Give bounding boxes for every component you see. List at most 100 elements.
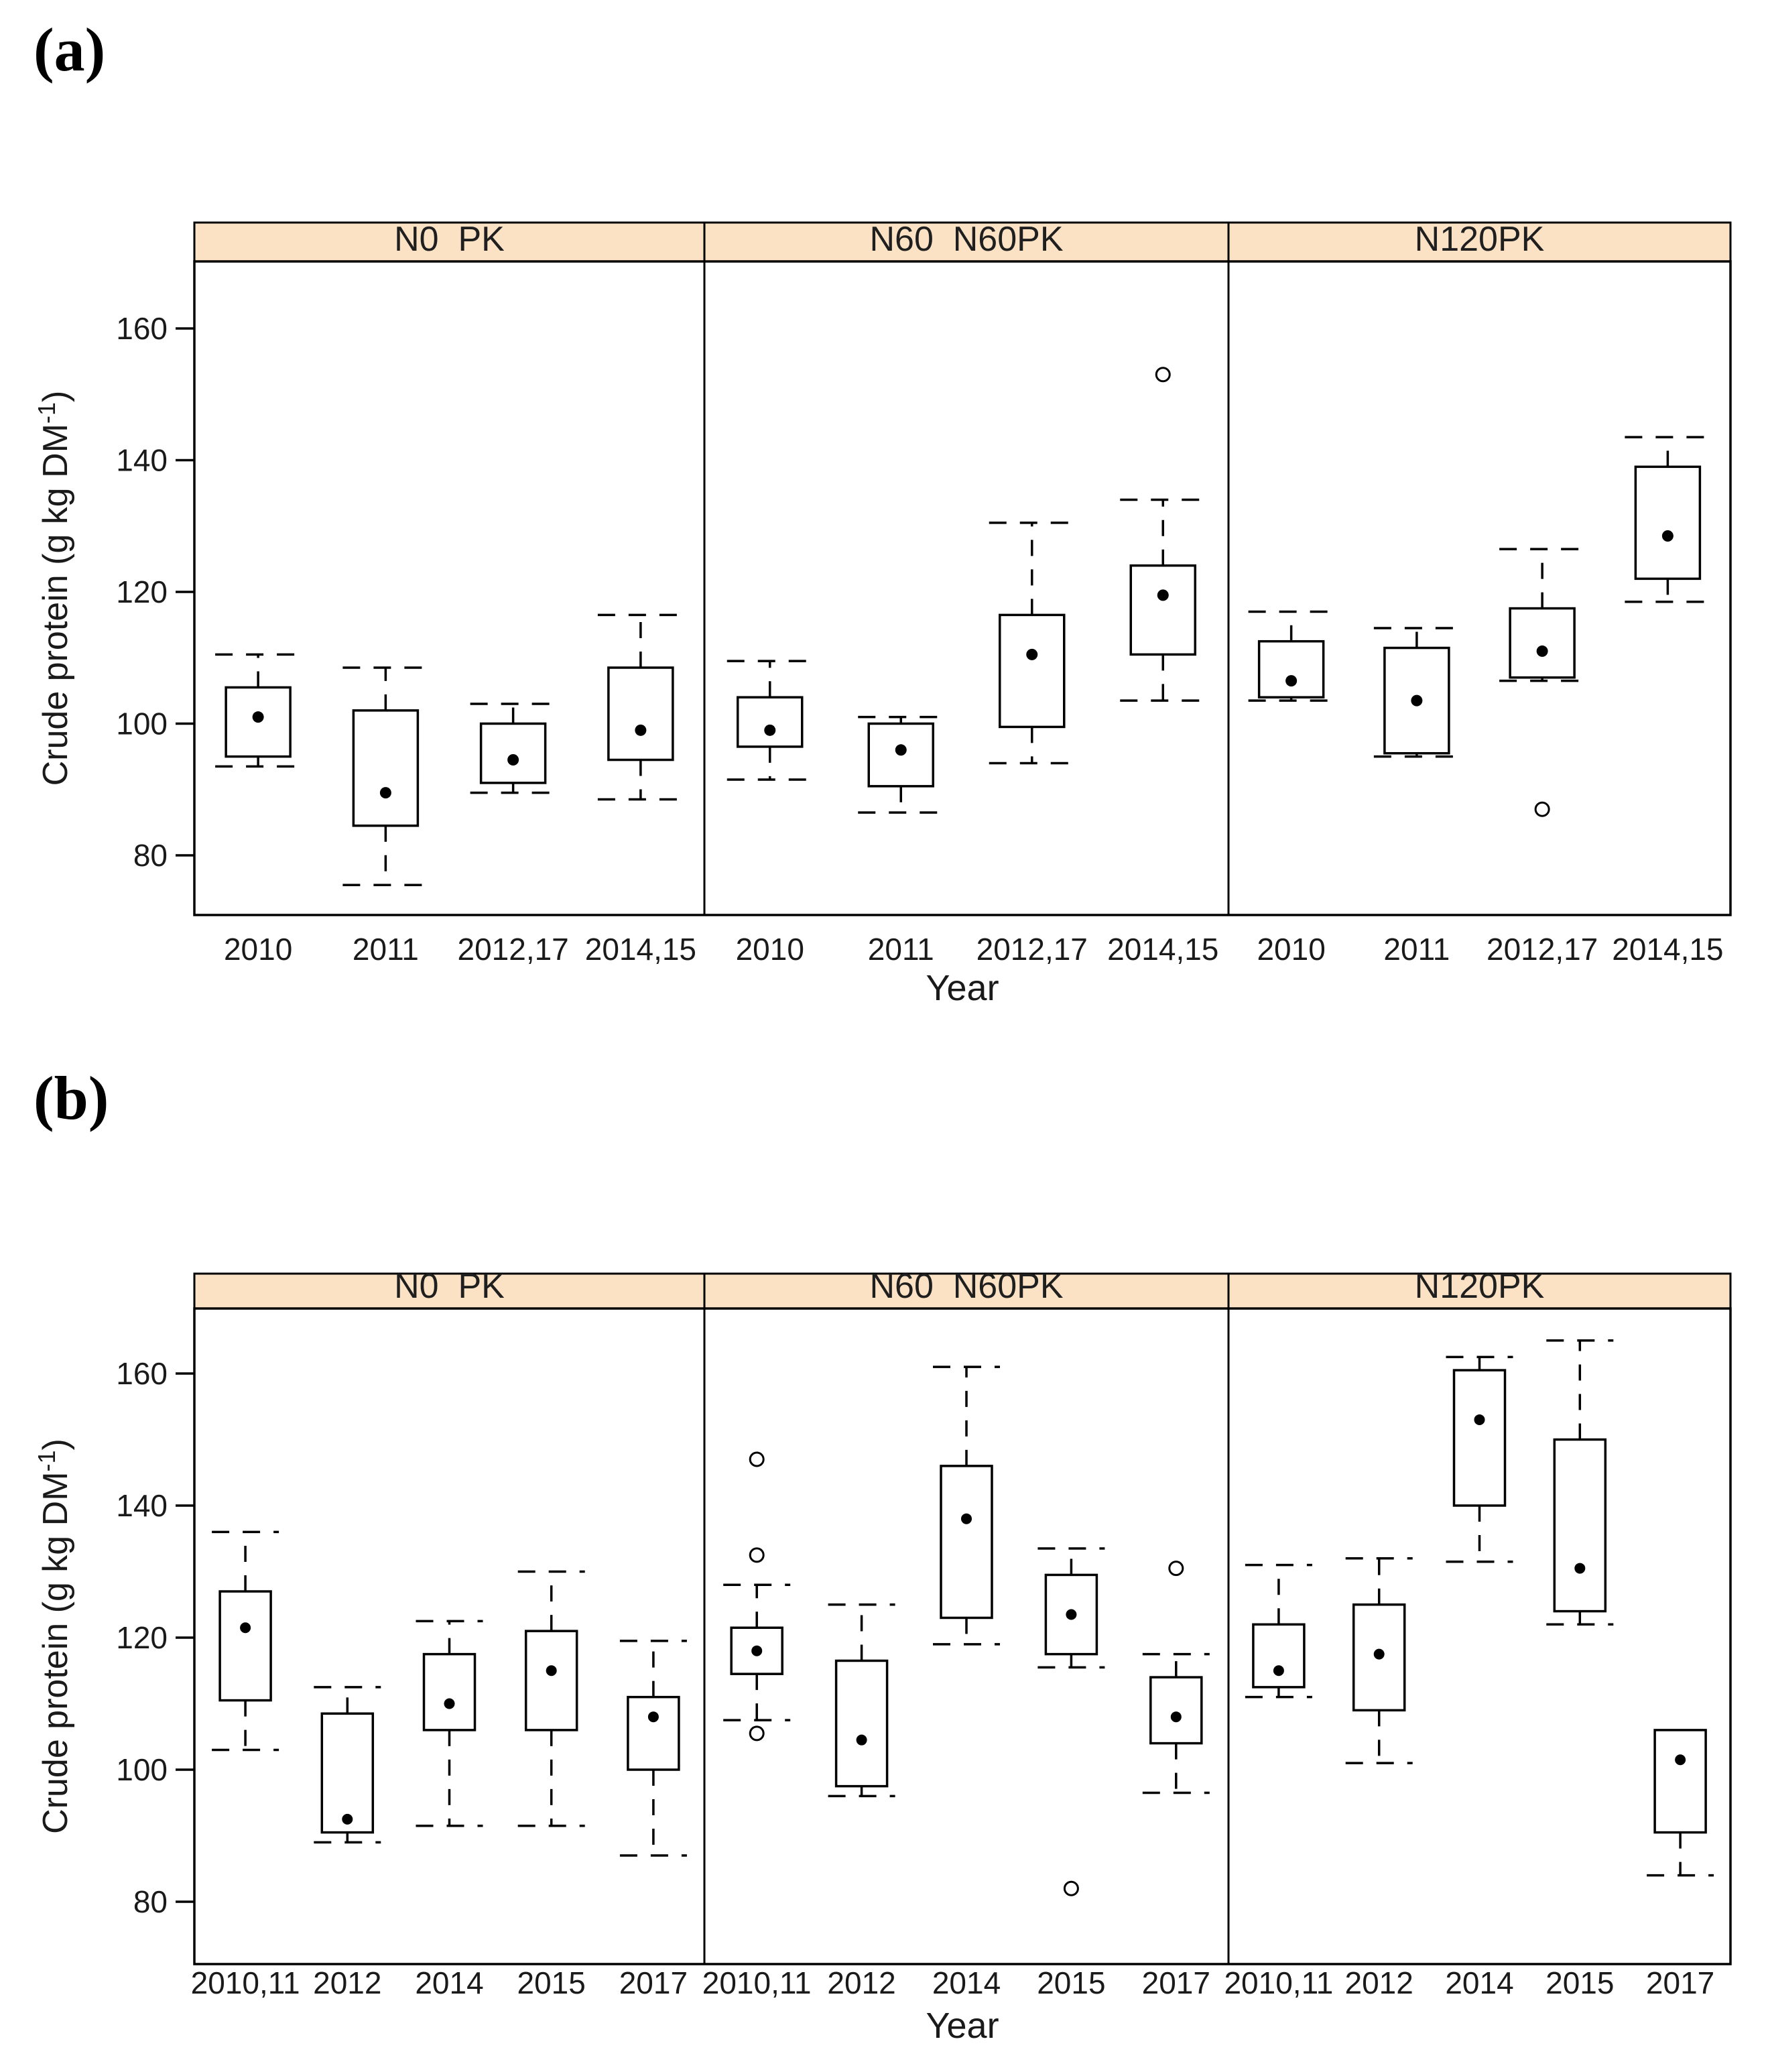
y-axis-tick-label: 100 [116, 1752, 168, 1787]
boxplot [1245, 1563, 1312, 1699]
boxplot [314, 1686, 381, 1844]
median-dot [1170, 1711, 1182, 1723]
x-category-label: 2014 [415, 1965, 483, 2000]
iqr-box [1509, 607, 1576, 679]
iqr-box [834, 1659, 889, 1788]
iqr-box [218, 1590, 272, 1702]
outlier-point [1155, 367, 1171, 383]
boxplot [215, 653, 302, 768]
boxplot [1142, 1561, 1210, 1794]
boxplot [1446, 1355, 1513, 1563]
median-dot [507, 754, 519, 766]
median-dot [1661, 530, 1674, 542]
x-category-label: 2011 [353, 932, 419, 967]
boxplot [1546, 1339, 1614, 1626]
median-dot [1536, 645, 1548, 657]
iqr-box [1252, 1623, 1306, 1689]
x-category-label: 2010,11 [702, 1965, 812, 2000]
boxplot [933, 1365, 1000, 1646]
x-category-label: 2014,15 [585, 932, 696, 967]
x-axis-title: Year [926, 968, 999, 1008]
boxplot [1625, 436, 1711, 603]
facet-strip [703, 221, 1230, 263]
x-category-label: 2014 [1445, 1965, 1513, 2000]
y-axis-tick-label: 100 [116, 707, 168, 741]
iqr-box [999, 613, 1066, 729]
iqr-box [1553, 1438, 1607, 1613]
median-dot [895, 744, 907, 756]
boxplot [517, 1570, 585, 1827]
y-axis-title: Crude protein (g kg DM-1) [33, 1439, 75, 1834]
x-category-label: 2010 [224, 932, 292, 967]
median-dot [1574, 1563, 1586, 1574]
median-dot [856, 1734, 867, 1746]
boxplot [1037, 1547, 1105, 1896]
iqr-box [479, 722, 547, 784]
iqr-box [737, 696, 804, 748]
iqr-box [1452, 1369, 1507, 1507]
iqr-box [352, 709, 420, 827]
y-axis-tick-label: 80 [133, 838, 168, 873]
panel-a-boxplot-chart: N0 PK N60 N60PK N120PK 80 100 120 140 160 2010 20… [33, 220, 1732, 1008]
x-category-label: 2010 [1257, 932, 1325, 967]
y-axis-tick-label: 80 [133, 1884, 168, 1919]
boxplot [212, 1530, 279, 1752]
plot-area-border [193, 260, 1732, 916]
x-category-label: 2014,15 [1612, 932, 1723, 967]
median-dot [379, 787, 391, 799]
median-dot [635, 724, 647, 736]
x-axis-title: Year [926, 2006, 999, 2046]
iqr-box [1149, 1676, 1203, 1745]
median-dot [961, 1513, 972, 1524]
x-category-label: 2015 [1037, 1965, 1105, 2000]
x-category-label: 2011 [1383, 932, 1450, 967]
median-dot [240, 1622, 251, 1634]
y-axis-tick-label: 120 [116, 574, 168, 609]
y-axis-tick-label: 160 [116, 1356, 168, 1391]
x-category-label: 2017 [1142, 1965, 1210, 2000]
median-dot [444, 1698, 455, 1709]
median-dot [764, 724, 776, 736]
panel-a-label: (a) [34, 15, 106, 84]
outlier-point [749, 1725, 765, 1742]
iqr-box [225, 686, 292, 758]
iqr-box [940, 1465, 993, 1620]
y-axis-tick-label: 160 [116, 311, 168, 346]
iqr-box [1634, 465, 1702, 581]
median-dot [647, 1711, 659, 1723]
boxplot [619, 1640, 687, 1857]
iqr-box [627, 1695, 680, 1771]
facet-strip [1227, 1272, 1732, 1310]
y-axis-tick-label: 120 [116, 1620, 168, 1655]
facet-strip [1227, 221, 1732, 263]
facet-strip-label: N120PK [1415, 1267, 1545, 1306]
x-category-label: 2017 [619, 1965, 688, 2000]
iqr-box [320, 1712, 375, 1834]
boxplot [416, 1620, 483, 1827]
x-category-label: 2014,15 [1107, 932, 1218, 967]
iqr-box [422, 1652, 477, 1731]
boxplot [727, 660, 813, 781]
outlier-point [749, 1451, 765, 1467]
iqr-box [524, 1630, 578, 1731]
median-dot [1474, 1414, 1485, 1425]
boxplot [858, 715, 944, 814]
iqr-box [607, 666, 674, 761]
x-category-label: 2015 [517, 1965, 586, 2000]
boxplot [342, 666, 429, 886]
x-category-label: 2015 [1546, 1965, 1614, 2000]
median-dot [342, 1813, 353, 1825]
median-dot [1285, 675, 1298, 687]
x-category-label: 2012,17 [1487, 932, 1598, 967]
x-category-label: 2012,17 [976, 932, 1088, 967]
median-dot [1157, 589, 1169, 601]
boxplot [1120, 367, 1206, 702]
x-category-label: 2017 [1646, 1965, 1714, 2000]
facet-strip-label: N60 N60PK [869, 1267, 1063, 1306]
x-category-label: 2014 [932, 1965, 1001, 2000]
panel-b-boxplot-chart: N0 PK N60 N60PK N120PK 80 100 120 140 160 2010,1… [33, 1267, 1732, 2046]
iqr-box [1129, 564, 1196, 656]
facet-strip [193, 221, 706, 263]
panel-b-label: (b) [34, 1064, 109, 1132]
